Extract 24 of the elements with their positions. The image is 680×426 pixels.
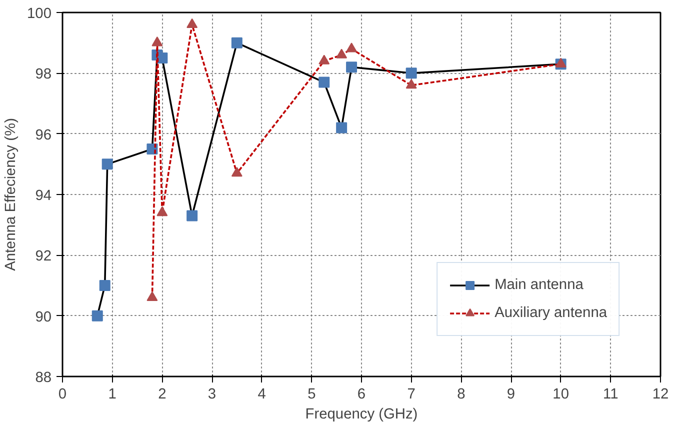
y-tick-label: 100: [27, 6, 52, 22]
y-tick-label: 92: [35, 248, 52, 265]
x-tick-label: 6: [357, 386, 366, 402]
x-tick-label: 2: [158, 386, 166, 402]
x-tick-label: 4: [258, 386, 266, 402]
x-tick-label: 12: [652, 386, 669, 402]
x-tick-label: 11: [603, 386, 618, 402]
y-tick-label: 88: [35, 370, 52, 386]
x-tick-label: 7: [407, 386, 416, 402]
legend-label: Auxiliary antenna: [494, 305, 607, 321]
x-tick-label: 3: [208, 386, 216, 402]
y-tick-label: 94: [35, 188, 52, 204]
x-tick-label: 10: [552, 386, 569, 402]
y-tick-label: 98: [35, 66, 52, 83]
y-tick-label: 96: [35, 127, 52, 144]
x-tick-label: 9: [506, 386, 516, 402]
y-tick-label: 90: [35, 309, 52, 326]
legend-label: Main antenna: [494, 277, 584, 293]
x-tick-label: 5: [308, 386, 316, 402]
x-tick-label: 8: [457, 386, 466, 402]
x-tick-label: 1: [108, 386, 116, 402]
y-axis-title: Antenna Effeciency (%): [3, 118, 20, 271]
x-axis-title: Frequency (GHz): [305, 406, 418, 422]
x-tick-label: 0: [58, 386, 67, 402]
